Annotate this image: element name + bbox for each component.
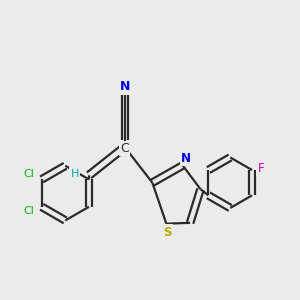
Text: S: S — [164, 226, 172, 238]
Text: F: F — [258, 162, 264, 175]
Text: N: N — [119, 80, 130, 93]
Text: N: N — [181, 152, 191, 164]
Text: Cl: Cl — [23, 206, 34, 216]
Text: H: H — [70, 169, 79, 179]
Text: Cl: Cl — [23, 169, 34, 179]
Text: C: C — [120, 142, 129, 155]
